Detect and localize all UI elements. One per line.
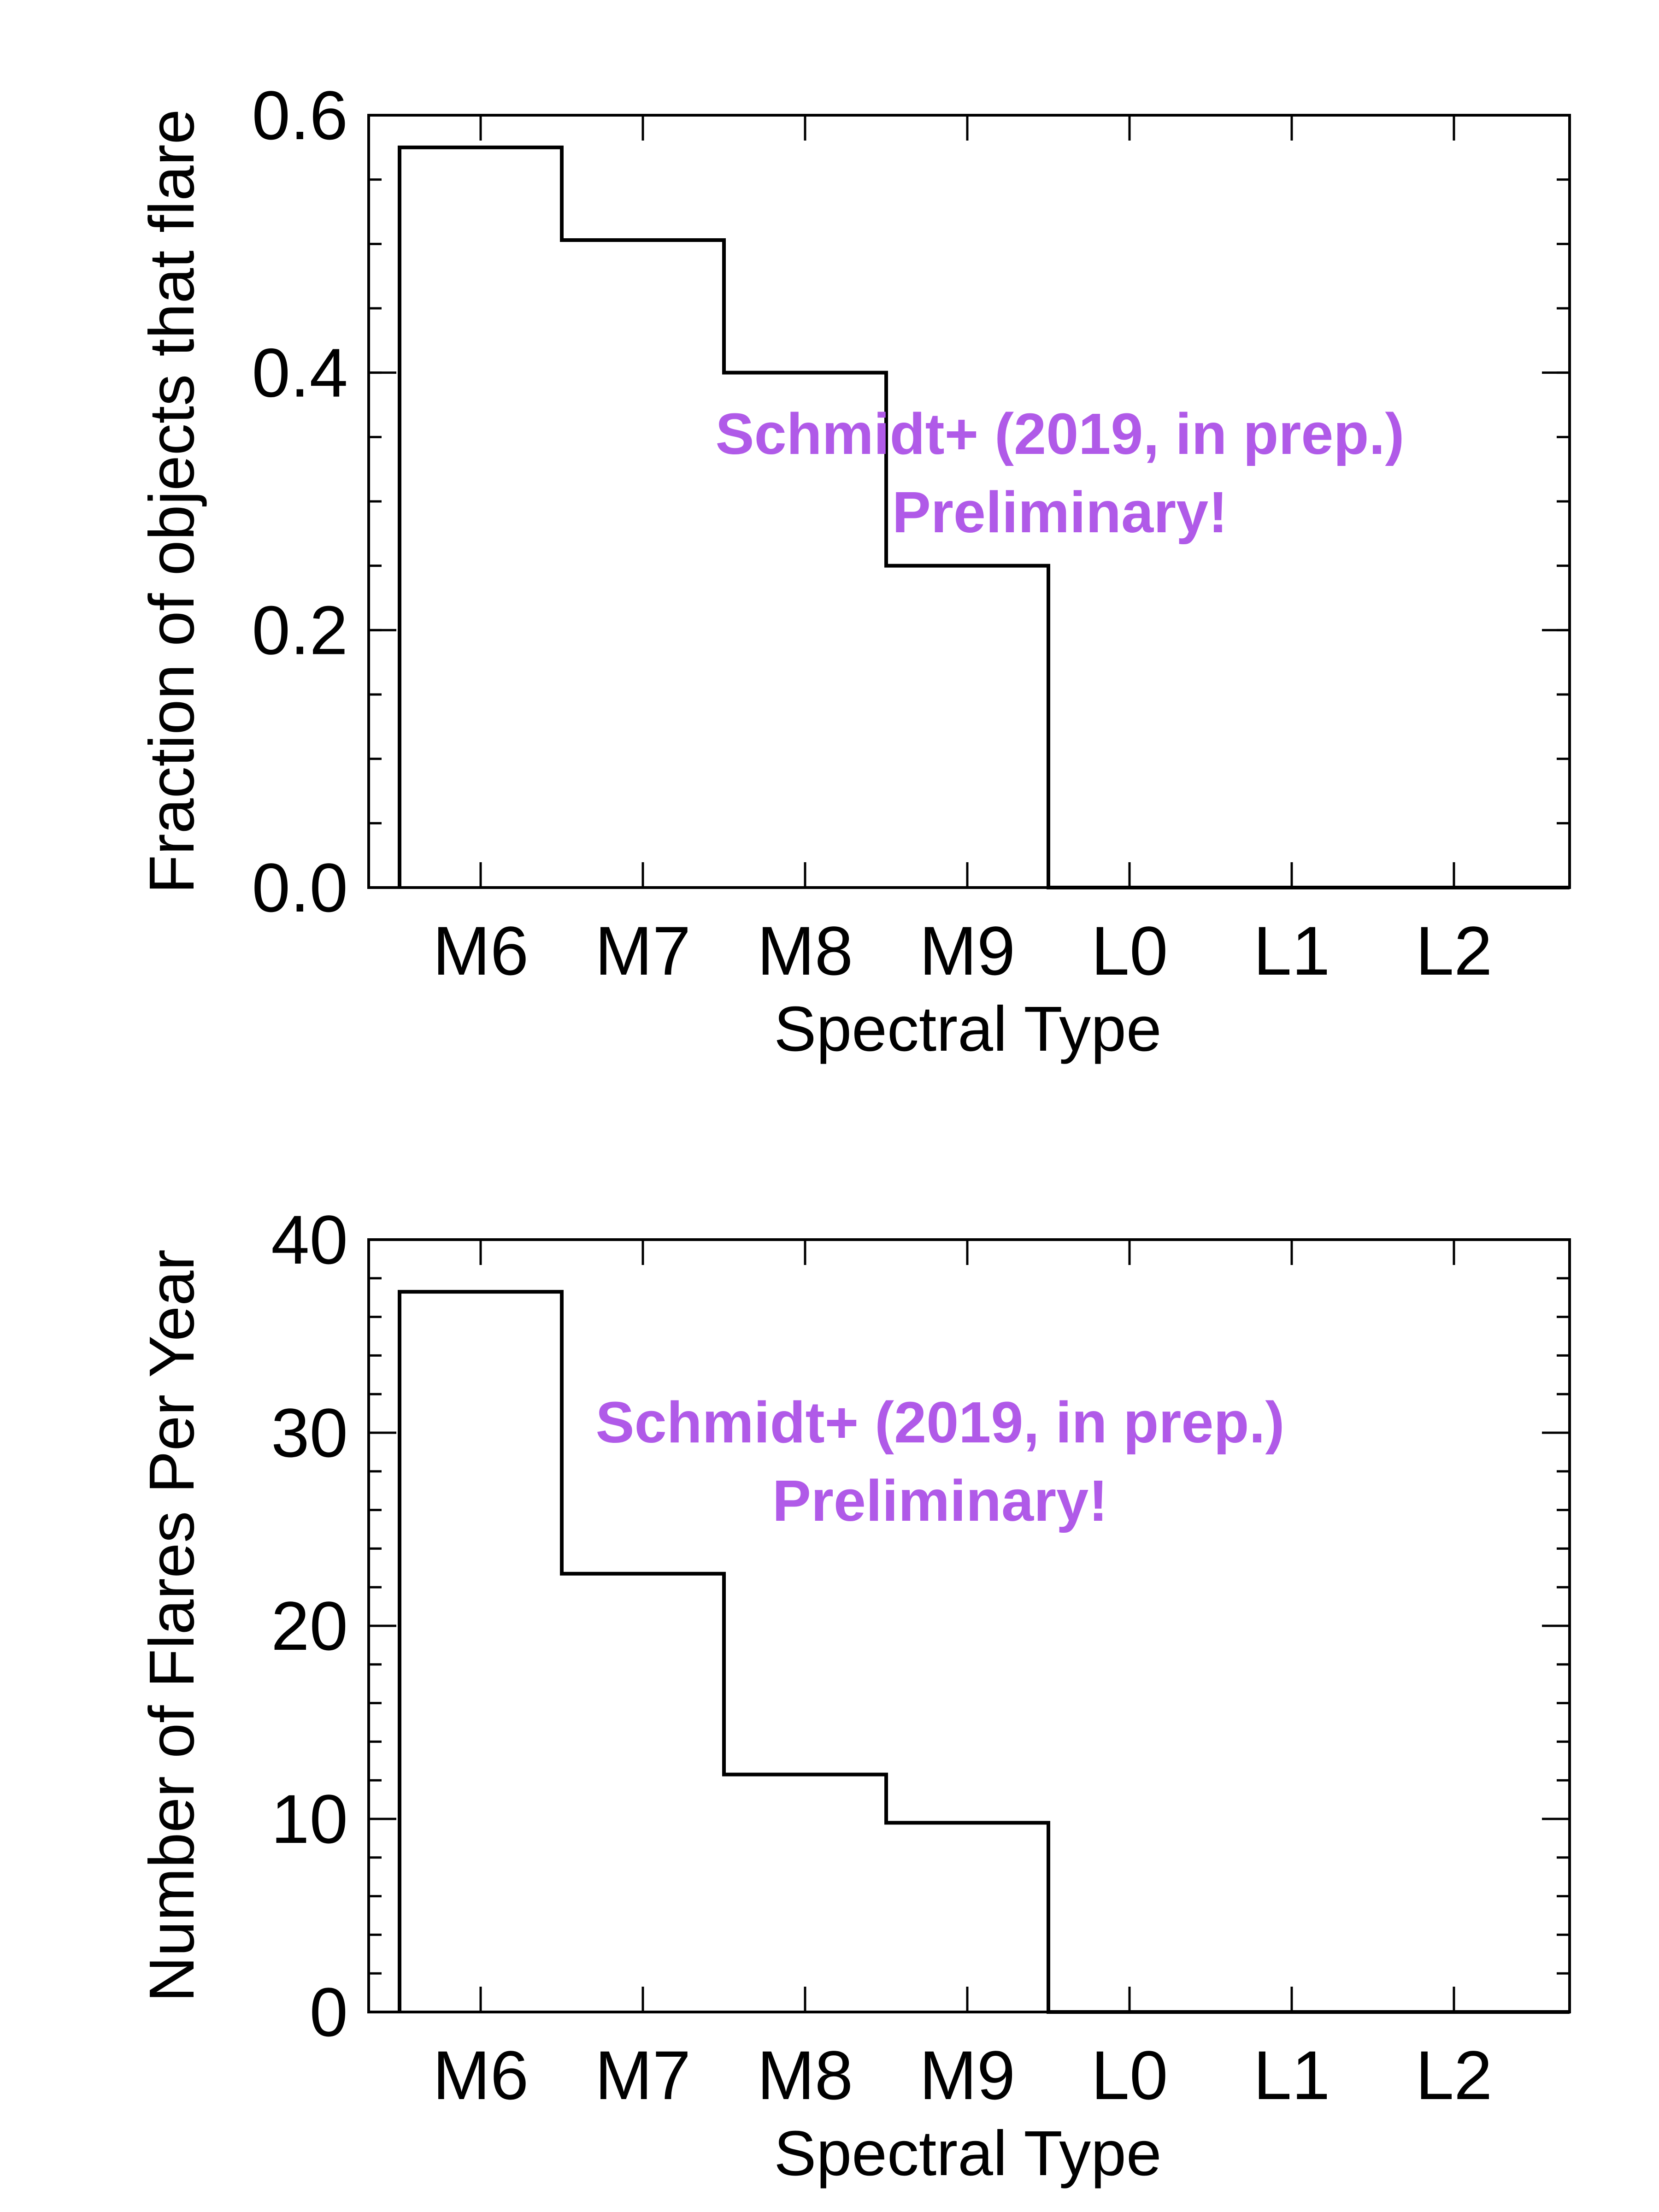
x-tick-label: M9 (919, 912, 1015, 989)
y-axis-title: Number of Flares Per Year (136, 1249, 207, 2002)
x-tick-label: L2 (1416, 912, 1493, 989)
histogram-series (398, 145, 1570, 889)
y-tick-label: 0.0 (252, 849, 348, 926)
x-axis-title: Spectral Type (774, 994, 1161, 1065)
y-tick-labels: 0.0 0.2 0.4 0.6 (252, 76, 348, 926)
x-tick-marks (479, 1240, 1455, 2012)
x-tick-label: M7 (595, 2036, 691, 2114)
y-tick-label: 0.2 (252, 591, 348, 669)
y-tick-label: 10 (271, 1780, 348, 1858)
x-tick-label: M6 (433, 912, 529, 989)
histogram-series (398, 1290, 1570, 2014)
y-axis-title: Fraction of objects that flare (136, 109, 207, 894)
annotation-line-1: Schmidt+ (2019, in prep.) (716, 401, 1405, 466)
annotation-line-2: Preliminary! (892, 480, 1228, 545)
x-tick-labels: M6 M7 M8 M9 L0 L1 L2 (433, 2036, 1493, 2114)
x-tick-label: M7 (595, 912, 691, 989)
annotation-line-1: Schmidt+ (2019, in prep.) (596, 1390, 1285, 1455)
x-tick-label: L0 (1091, 912, 1168, 989)
x-tick-label: L2 (1416, 2036, 1493, 2114)
x-tick-label: L0 (1091, 2036, 1168, 2114)
y-tick-label: 20 (271, 1587, 348, 1665)
y-tick-label: 40 (271, 1201, 348, 1278)
x-tick-marks (479, 115, 1455, 888)
x-tick-label: M9 (919, 2036, 1015, 2114)
x-axis-title: Spectral Type (774, 2118, 1161, 2189)
y-tick-label: 0.4 (252, 334, 348, 412)
annotation-line-2: Preliminary! (772, 1468, 1108, 1533)
y-tick-label: 30 (271, 1394, 348, 1471)
x-tick-label: M6 (433, 2036, 529, 2114)
x-tick-labels: M6 M7 M8 M9 L0 L1 L2 (433, 912, 1493, 989)
y-tick-label: 0 (310, 1973, 348, 2051)
fraction-chart-panel: M6 M7 M8 M9 L0 L1 L2 0.0 0.2 0.4 0.6 Spectral Typ… (136, 76, 1571, 1065)
y-tick-marks (369, 1238, 1570, 2013)
y-tick-labels: 0 10 20 30 40 (271, 1201, 348, 2051)
x-tick-label: M8 (757, 912, 853, 989)
x-tick-label: L1 (1253, 912, 1330, 989)
plot-frame (367, 1238, 1571, 2013)
x-tick-label: M8 (757, 2036, 853, 2114)
x-tick-label: L1 (1253, 2036, 1330, 2114)
flares-per-year-chart-panel: M6 M7 M8 M9 L0 L1 L2 0 10 20 30 40 Spectral Type N… (136, 1201, 1571, 2189)
y-tick-label: 0.6 (252, 76, 348, 154)
